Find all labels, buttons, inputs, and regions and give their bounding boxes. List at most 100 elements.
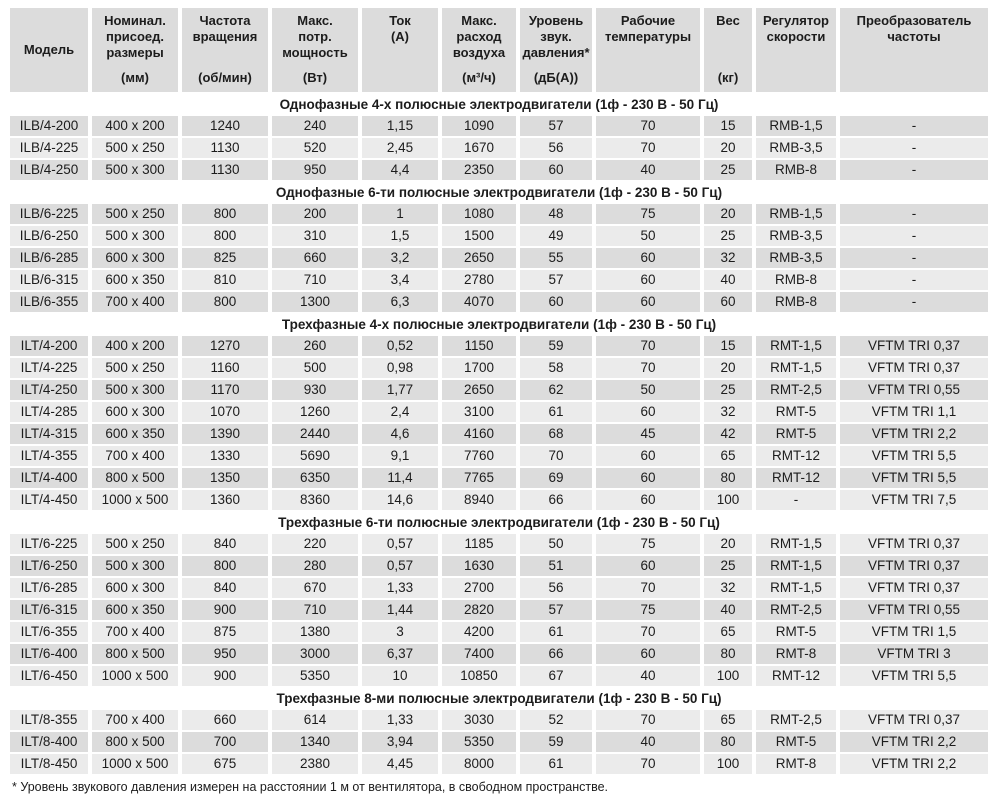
- table-cell: 100: [704, 754, 752, 774]
- table-cell: 2780: [442, 270, 516, 290]
- table-cell: 8000: [442, 754, 516, 774]
- table-cell: 5350: [442, 732, 516, 752]
- model-cell: ILT/8-355: [10, 710, 88, 730]
- table-cell: 1000 x 500: [92, 666, 178, 686]
- table-cell: RMB-8: [756, 270, 836, 290]
- table-cell: 58: [520, 358, 592, 378]
- table-cell: RMT-2,5: [756, 380, 836, 400]
- table-cell: 600 x 350: [92, 600, 178, 620]
- table-cell: 70: [596, 116, 700, 136]
- table-cell: 68: [520, 424, 592, 444]
- column-header-line: потр.: [298, 29, 332, 44]
- model-cell: ILT/4-200: [10, 336, 88, 356]
- table-cell: 32: [704, 248, 752, 268]
- table-cell: VFTM TRI 5,5: [840, 468, 988, 488]
- table-cell: 700 x 400: [92, 710, 178, 730]
- table-cell: 950: [272, 160, 358, 180]
- table-row: ILB/6-285 600 x 300 825 660 3,2 2650 55 60 32 RMB…: [10, 248, 988, 268]
- table-cell: 1270: [182, 336, 268, 356]
- table-cell: 50: [596, 380, 700, 400]
- column-header-line: размеры: [106, 45, 164, 60]
- table-cell: 49: [520, 226, 592, 246]
- table-cell: 2440: [272, 424, 358, 444]
- table-cell: VFTM TRI 0,37: [840, 710, 988, 730]
- column-header: Макс. расход воздуха (м³/ч): [442, 8, 516, 92]
- table-cell: 1: [362, 204, 438, 224]
- table-cell: 70: [520, 446, 592, 466]
- table-cell: 100: [704, 490, 752, 510]
- table-cell: 1500: [442, 226, 516, 246]
- table-cell: 1340: [272, 732, 358, 752]
- table-cell: 65: [704, 446, 752, 466]
- table-cell: 400 x 200: [92, 336, 178, 356]
- table-cell: RMB-8: [756, 160, 836, 180]
- table-cell: 500: [272, 358, 358, 378]
- column-header-line: температуры: [604, 29, 692, 44]
- table-cell: 25: [704, 160, 752, 180]
- table-cell: 57: [520, 116, 592, 136]
- table-cell: 69: [520, 468, 592, 488]
- table-cell: VFTM TRI 0,37: [840, 578, 988, 598]
- table-cell: 1070: [182, 402, 268, 422]
- model-cell: ILT/8-450: [10, 754, 88, 774]
- table-cell: RMT-1,5: [756, 336, 836, 356]
- footnote: * Уровень звукового давления измерен на …: [12, 780, 609, 794]
- table-cell: 500 x 250: [92, 358, 178, 378]
- table-cell: 15: [704, 336, 752, 356]
- table-cell: 950: [182, 644, 268, 664]
- table-cell: 3,2: [362, 248, 438, 268]
- table-row: ILB/4-225 500 x 250 1130 520 2,45 1670 56 70 20 R…: [10, 138, 988, 158]
- table-cell: 1630: [442, 556, 516, 576]
- table-cell: 500 x 300: [92, 160, 178, 180]
- table-cell: 800: [182, 292, 268, 312]
- table-cell: 0,57: [362, 534, 438, 554]
- table-cell: 56: [520, 578, 592, 598]
- table-cell: 70: [596, 622, 700, 642]
- table-cell: 1160: [182, 358, 268, 378]
- column-header: Вес (кг): [704, 8, 752, 92]
- table-cell: 75: [596, 534, 700, 554]
- table-cell: 45: [596, 424, 700, 444]
- table-cell: 70: [596, 710, 700, 730]
- table-cell: -: [840, 204, 988, 224]
- table-cell: 1,5: [362, 226, 438, 246]
- table-cell: 3,4: [362, 270, 438, 290]
- table-cell: 0,57: [362, 556, 438, 576]
- table-cell: 800 x 500: [92, 732, 178, 752]
- table-cell: 4,45: [362, 754, 438, 774]
- table-cell: RMT-8: [756, 644, 836, 664]
- table-cell: 75: [596, 204, 700, 224]
- table-cell: 5350: [272, 666, 358, 686]
- column-header-line: давления*: [522, 45, 590, 60]
- table-cell: RMB-8: [756, 292, 836, 312]
- table-cell: 810: [182, 270, 268, 290]
- model-cell: ILT/8-400: [10, 732, 88, 752]
- table-cell: 70: [596, 754, 700, 774]
- table-cell: 710: [272, 600, 358, 620]
- table-cell: 800: [182, 204, 268, 224]
- column-header-unit: (Вт): [302, 70, 328, 85]
- table-cell: 1130: [182, 138, 268, 158]
- column-header-line: расход: [456, 29, 502, 44]
- table-cell: VFTM TRI 0,37: [840, 358, 988, 378]
- table-row: ILT/4-225 500 x 250 1160 500 0,98 1700 58 70 20 R…: [10, 358, 988, 378]
- table-cell: VFTM TRI 3: [840, 644, 988, 664]
- table-cell: 65: [704, 710, 752, 730]
- table-cell: 20: [704, 534, 752, 554]
- table-cell: 600 x 300: [92, 578, 178, 598]
- column-header-unit: (кг): [717, 70, 739, 85]
- table-cell: 9,1: [362, 446, 438, 466]
- table-cell: RMT-5: [756, 424, 836, 444]
- table-row: ILB/6-355 700 x 400 800 1300 6,3 4070 60 60 60 RM…: [10, 292, 988, 312]
- table-header-row: Модель Номинал. присоед. размеры (мм) Частота…: [10, 8, 988, 92]
- table-cell: -: [756, 490, 836, 510]
- table-row: ILT/6-315 600 x 350 900 710 1,44 2820 57 75 40 RM…: [10, 600, 988, 620]
- column-header-line: Номинал.: [104, 13, 166, 28]
- table-cell: VFTM TRI 0,37: [840, 556, 988, 576]
- table-cell: 1,44: [362, 600, 438, 620]
- table-row: ILT/6-400 800 x 500 950 3000 6,37 7400 66 60 80 R…: [10, 644, 988, 664]
- table-cell: 66: [520, 490, 592, 510]
- table-cell: 310: [272, 226, 358, 246]
- table-cell: 60: [520, 160, 592, 180]
- table-cell: -: [840, 292, 988, 312]
